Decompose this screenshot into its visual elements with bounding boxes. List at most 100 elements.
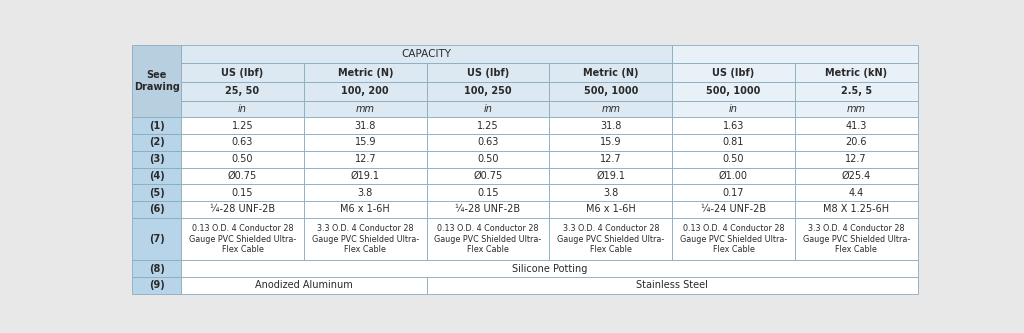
Text: 3.8: 3.8: [603, 187, 618, 198]
Text: ¼-24 UNF-2B: ¼-24 UNF-2B: [701, 204, 766, 214]
Bar: [304, 117, 427, 134]
Text: 12.7: 12.7: [846, 154, 867, 164]
Text: 1.25: 1.25: [477, 121, 499, 131]
Text: 25, 50: 25, 50: [225, 87, 260, 97]
Bar: [672, 63, 795, 83]
Text: Ø0.75: Ø0.75: [473, 171, 503, 181]
Bar: [427, 218, 550, 260]
Text: 0.13 O.D. 4 Conductor 28
Gauge PVC Shielded Ultra-
Flex Cable: 0.13 O.D. 4 Conductor 28 Gauge PVC Shiel…: [680, 224, 787, 254]
Text: 1.63: 1.63: [723, 121, 744, 131]
Text: (2): (2): [148, 138, 165, 148]
Bar: [672, 151, 795, 167]
Bar: [181, 201, 304, 218]
Bar: [132, 151, 181, 167]
Bar: [427, 117, 550, 134]
Bar: [132, 184, 181, 201]
Text: Stainless Steel: Stainless Steel: [636, 280, 708, 290]
Text: mm: mm: [601, 104, 621, 114]
Text: in: in: [729, 104, 738, 114]
Text: (5): (5): [148, 187, 165, 198]
Bar: [132, 134, 181, 151]
Bar: [427, 151, 550, 167]
Text: 1.25: 1.25: [231, 121, 253, 131]
Text: 100, 200: 100, 200: [341, 87, 389, 97]
Text: 3.3 O.D. 4 Conductor 28
Gauge PVC Shielded Ultra-
Flex Cable: 3.3 O.D. 4 Conductor 28 Gauge PVC Shield…: [803, 224, 910, 254]
Bar: [672, 184, 795, 201]
Bar: [427, 83, 550, 101]
Bar: [181, 151, 304, 167]
Bar: [550, 101, 672, 117]
Bar: [795, 63, 918, 83]
Text: 0.50: 0.50: [477, 154, 499, 164]
Bar: [672, 83, 795, 101]
Bar: [672, 117, 795, 134]
Bar: [672, 218, 795, 260]
Text: 0.81: 0.81: [723, 138, 744, 148]
Text: Ø1.00: Ø1.00: [719, 171, 748, 181]
Bar: [427, 184, 550, 201]
Text: 2.5, 5: 2.5, 5: [841, 87, 871, 97]
Text: CAPACITY: CAPACITY: [401, 49, 452, 59]
Text: (3): (3): [148, 154, 165, 164]
Text: 100, 250: 100, 250: [464, 87, 512, 97]
Text: 3.8: 3.8: [357, 187, 373, 198]
Text: See
Drawing: See Drawing: [134, 70, 179, 92]
Text: M8 X 1.25-6H: M8 X 1.25-6H: [823, 204, 889, 214]
Text: Anodized Aluminum: Anodized Aluminum: [255, 280, 353, 290]
Text: 41.3: 41.3: [846, 121, 867, 131]
Bar: [132, 218, 181, 260]
Bar: [132, 277, 181, 294]
Text: 15.9: 15.9: [354, 138, 376, 148]
Bar: [181, 218, 304, 260]
Text: 0.50: 0.50: [723, 154, 744, 164]
Text: 3.3 O.D. 4 Conductor 28
Gauge PVC Shielded Ultra-
Flex Cable: 3.3 O.D. 4 Conductor 28 Gauge PVC Shield…: [557, 224, 665, 254]
Text: 4.4: 4.4: [849, 187, 864, 198]
Text: 0.63: 0.63: [231, 138, 253, 148]
Bar: [181, 184, 304, 201]
Text: 500, 1000: 500, 1000: [707, 87, 761, 97]
Bar: [672, 167, 795, 184]
Bar: [181, 277, 427, 294]
Text: Ø25.4: Ø25.4: [842, 171, 870, 181]
Bar: [304, 184, 427, 201]
Bar: [304, 151, 427, 167]
Bar: [181, 63, 304, 83]
Text: in: in: [239, 104, 247, 114]
Text: 12.7: 12.7: [354, 154, 376, 164]
Text: 500, 1000: 500, 1000: [584, 87, 638, 97]
Bar: [550, 63, 672, 83]
Text: Metric (kN): Metric (kN): [825, 68, 888, 78]
Bar: [550, 134, 672, 151]
Bar: [427, 134, 550, 151]
Bar: [132, 45, 181, 117]
Text: 0.13 O.D. 4 Conductor 28
Gauge PVC Shielded Ultra-
Flex Cable: 0.13 O.D. 4 Conductor 28 Gauge PVC Shiel…: [434, 224, 542, 254]
Bar: [550, 117, 672, 134]
Bar: [304, 134, 427, 151]
Bar: [132, 201, 181, 218]
Text: (9): (9): [148, 280, 165, 290]
Text: Ø19.1: Ø19.1: [596, 171, 626, 181]
Text: Metric (N): Metric (N): [338, 68, 393, 78]
Bar: [427, 167, 550, 184]
Bar: [795, 167, 918, 184]
Bar: [304, 167, 427, 184]
Bar: [181, 83, 304, 101]
Text: 12.7: 12.7: [600, 154, 622, 164]
Bar: [427, 277, 918, 294]
Bar: [181, 101, 304, 117]
Bar: [795, 218, 918, 260]
Bar: [304, 201, 427, 218]
Text: M6 x 1-6H: M6 x 1-6H: [586, 204, 636, 214]
Bar: [132, 260, 181, 277]
Bar: [550, 201, 672, 218]
Text: Ø19.1: Ø19.1: [351, 171, 380, 181]
Text: (6): (6): [148, 204, 165, 214]
Text: 15.9: 15.9: [600, 138, 622, 148]
Text: US (lbf): US (lbf): [467, 68, 509, 78]
Bar: [795, 101, 918, 117]
Text: 0.15: 0.15: [477, 187, 499, 198]
Text: US (lbf): US (lbf): [221, 68, 263, 78]
Bar: [181, 117, 304, 134]
Bar: [672, 101, 795, 117]
Text: 0.17: 0.17: [723, 187, 744, 198]
